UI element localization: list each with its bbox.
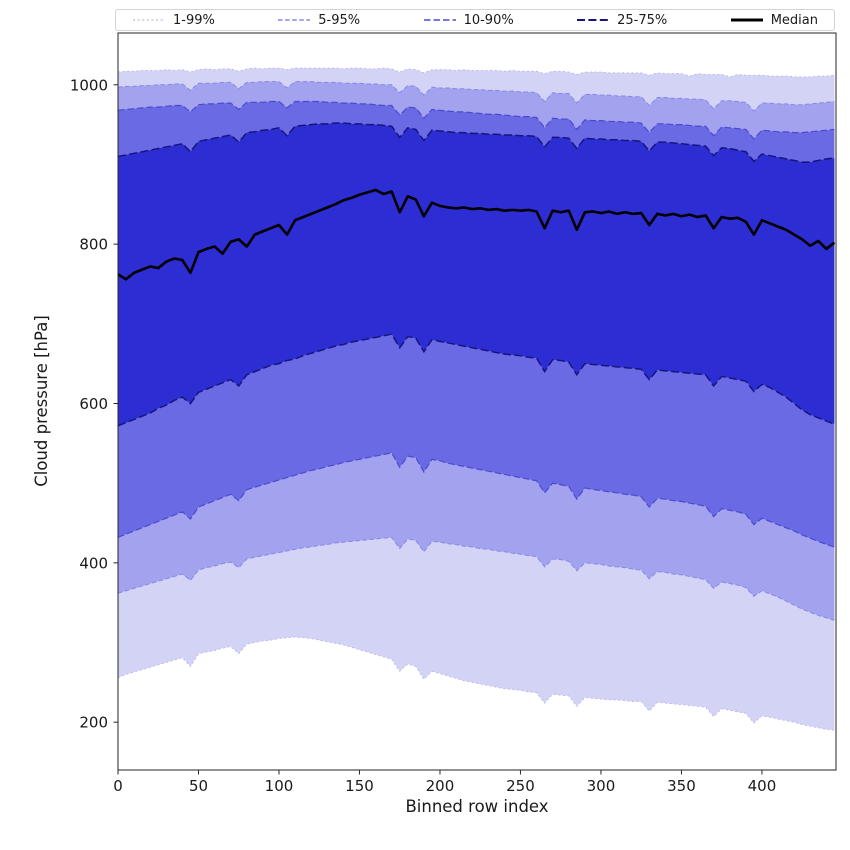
legend-item: 25-75%	[576, 14, 667, 27]
x-axis-label: Binned row index	[405, 797, 548, 816]
x-tick-label: 400	[748, 777, 777, 795]
legend-item: 10-90%	[423, 14, 514, 27]
band-lower-edge-25-75%	[117, 333, 835, 427]
y-tick-label: 1000	[70, 76, 108, 94]
band-upper-edge-25-75%	[117, 122, 835, 163]
y-axis-label: Cloud pressure [hPa]	[32, 315, 51, 487]
legend-label: Median	[770, 12, 818, 28]
band-upper-edge-10-90%	[117, 100, 835, 140]
legend-label: 1-99%	[173, 12, 215, 28]
band-lower-edge-10-90%	[117, 452, 835, 548]
legend-label: 5-95%	[318, 12, 361, 28]
y-tick-label: 400	[79, 554, 108, 572]
band-fill-25-75%	[118, 123, 835, 426]
x-tick-label: 150	[345, 777, 374, 795]
x-tick-label: 200	[426, 777, 455, 795]
x-tick-label: 100	[265, 777, 294, 795]
x-tick-label: 0	[113, 777, 123, 795]
x-tick-label: 300	[587, 777, 616, 795]
legend-item: 1-99%	[132, 14, 215, 27]
band-lower-edge-5-95%	[117, 536, 835, 621]
legend-item: Median	[730, 14, 818, 27]
legend-label: 10-90%	[463, 12, 514, 28]
x-tick-label: 250	[506, 777, 535, 795]
legend: 1-99% 5-95% 10-90% 25-75% Median	[115, 9, 835, 31]
axes-spines	[117, 32, 837, 771]
band-upper-edge-1-99%	[117, 67, 835, 78]
y-tick-label: 800	[79, 236, 108, 254]
y-tick-label: 200	[79, 714, 108, 732]
band-lower-edge-1-99%	[117, 636, 835, 731]
legend-line-sample	[423, 19, 456, 21]
legend-line-sample	[730, 18, 763, 22]
legend-line-sample	[278, 19, 311, 21]
x-tick-label: 350	[667, 777, 696, 795]
y-tick-label: 600	[79, 395, 108, 413]
median-line	[117, 188, 836, 281]
legend-label: 25-75%	[617, 12, 668, 28]
legend-line-sample	[133, 19, 165, 21]
legend-item: 5-95%	[277, 14, 360, 27]
legend-line-sample	[577, 19, 610, 21]
band-upper-edge-5-95%	[117, 81, 835, 112]
x-tick-label: 50	[189, 777, 208, 795]
